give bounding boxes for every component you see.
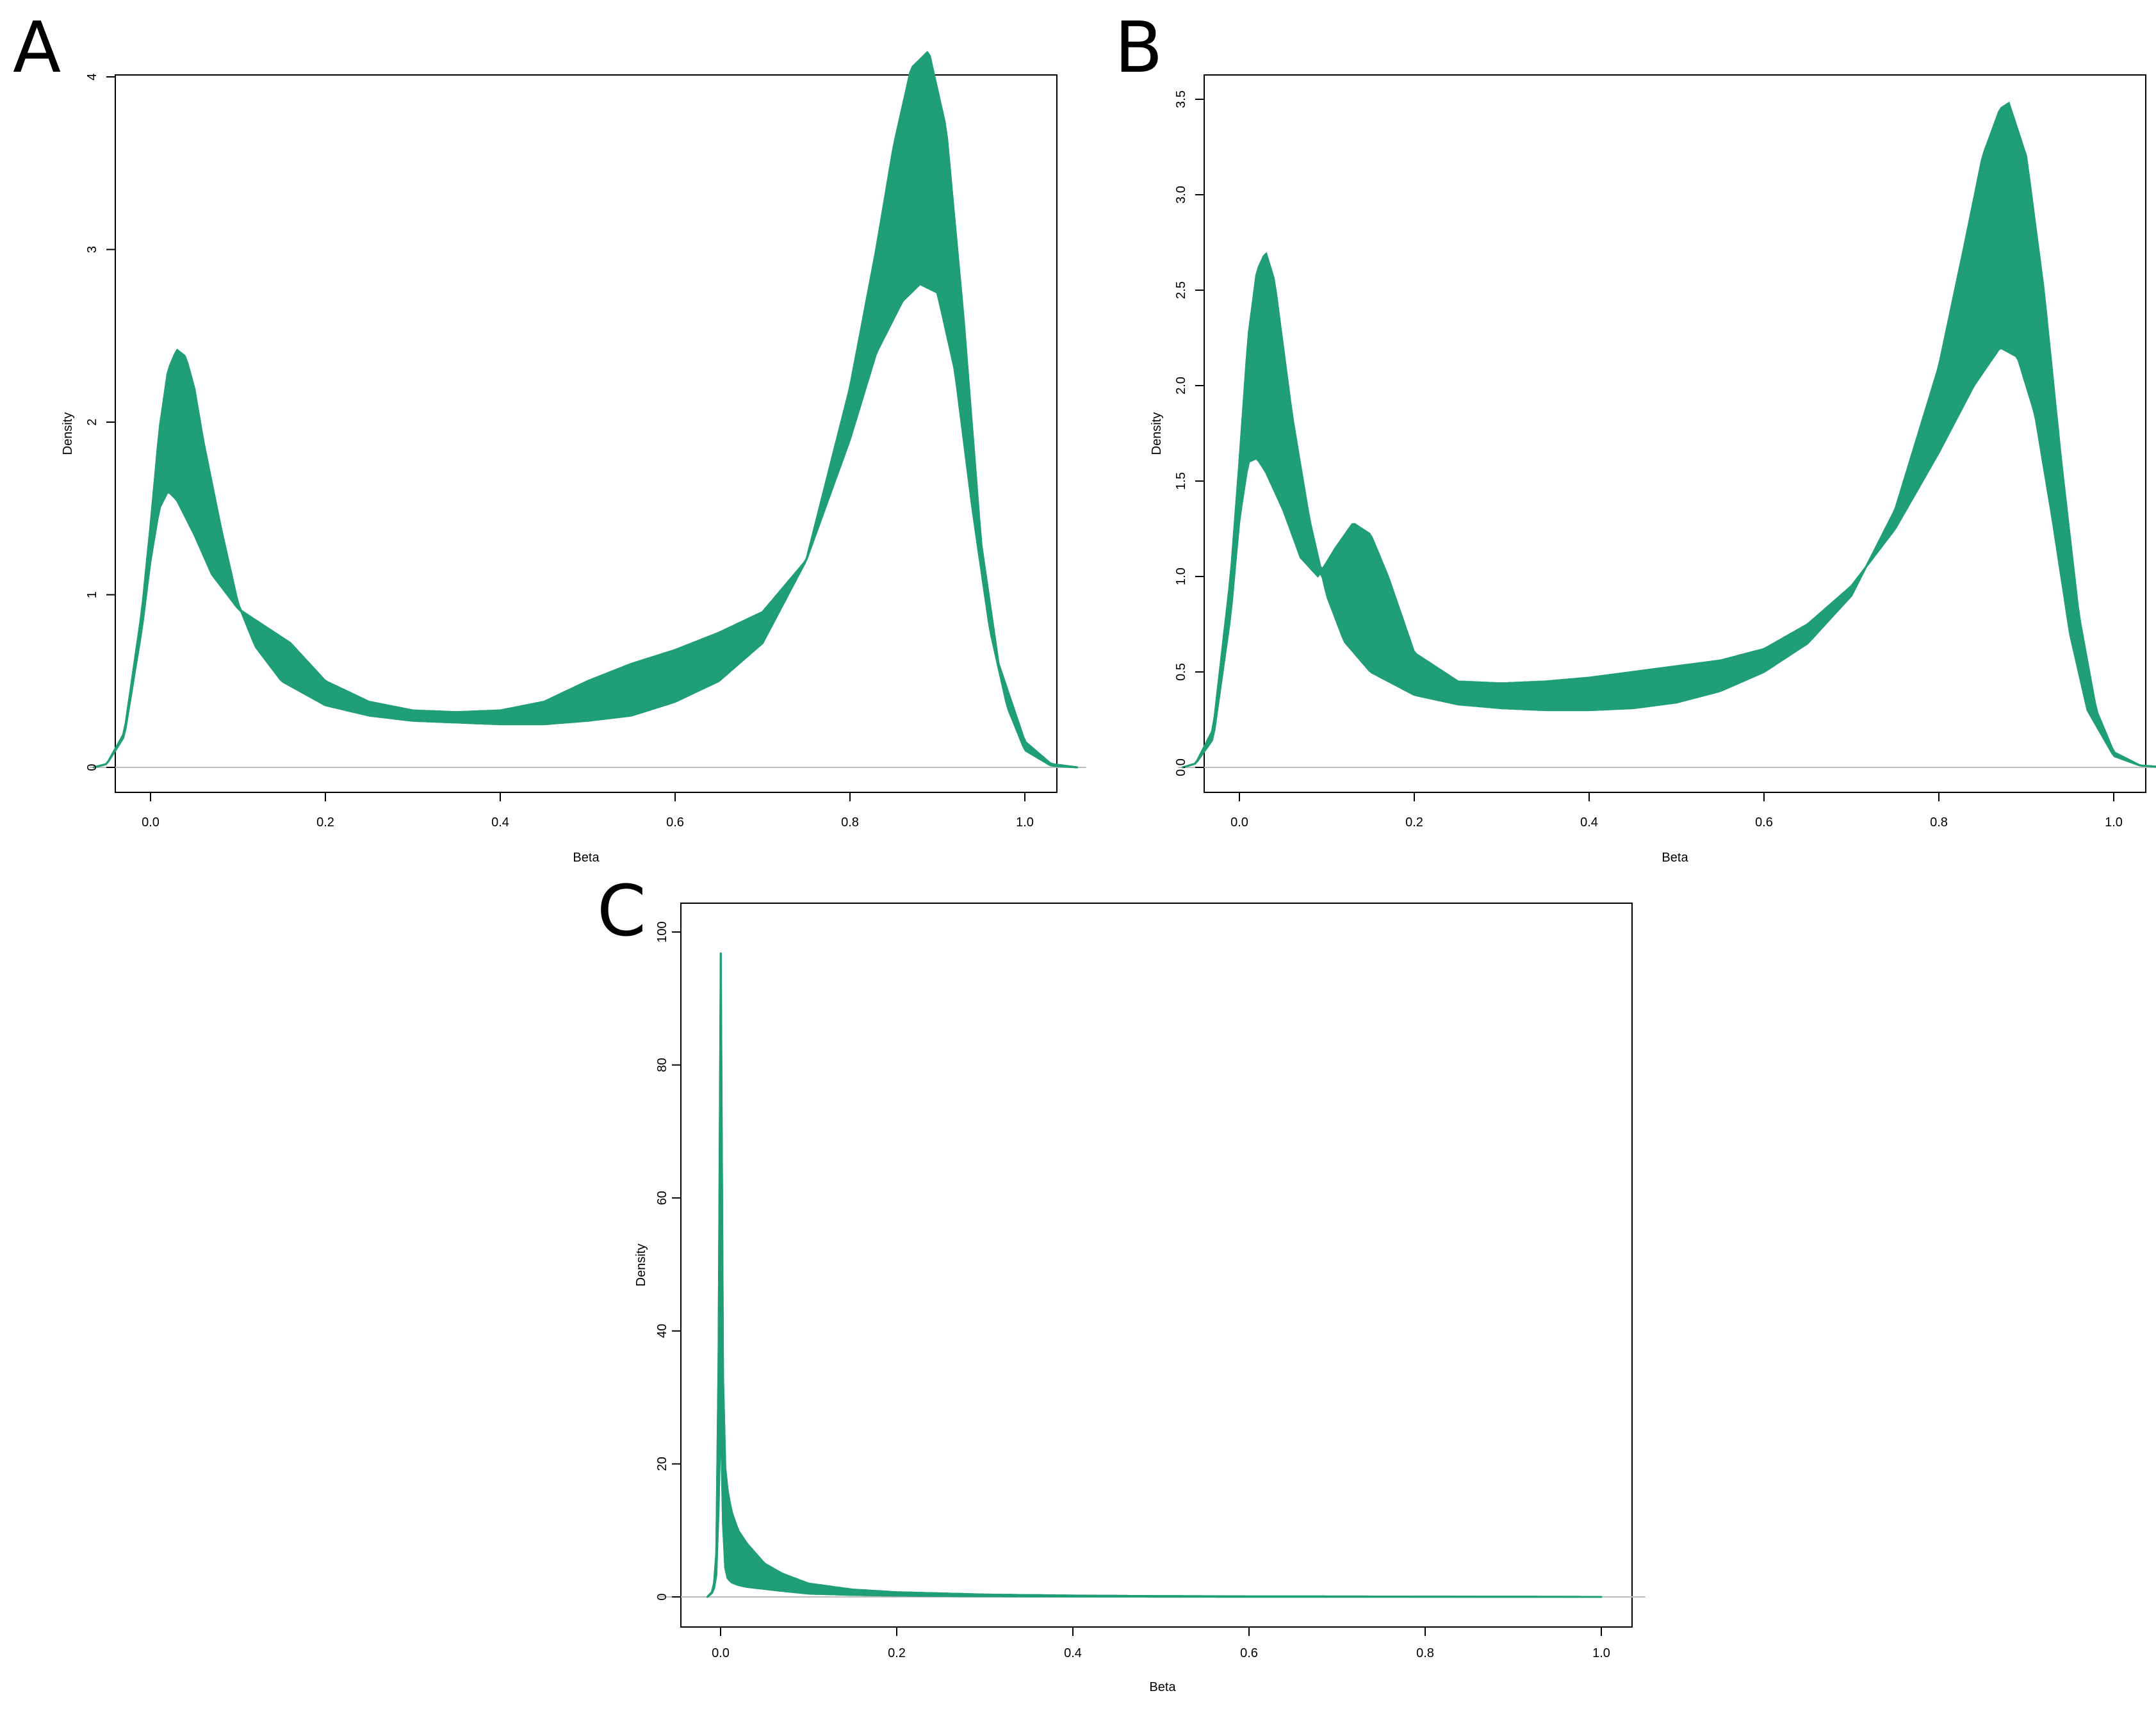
panel-a-y-tick-label: 4 <box>85 73 99 80</box>
panel-b-y-ticks: 0.0 0.5 1.0 1.5 2.0 2.5 3.0 3.5 <box>1174 90 1204 776</box>
panel-a-x-tick-label: 0.2 <box>316 815 334 830</box>
panel-b-y-tick-label: 2.5 <box>1174 281 1188 299</box>
panel-b-x-tick-label: 0.6 <box>1755 815 1773 830</box>
panel-a: A 0.0 0.2 0.4 0.6 0.8 1.0 0 1 2 3 4 Beta Density <box>13 6 1086 865</box>
panel-a-y-ticks: 0 1 2 3 4 <box>85 73 115 771</box>
panel-c-x-tick-label: 0.8 <box>1416 1646 1434 1660</box>
panel-b-x-tick-label: 0.2 <box>1405 815 1423 830</box>
panel-c-y-tick-label: 100 <box>655 921 669 942</box>
panel-c-x-axis-title: Beta <box>1149 1680 1176 1694</box>
panel-a-x-tick-label: 0.6 <box>666 815 684 830</box>
panel-a-y-tick-label: 3 <box>85 246 99 253</box>
panel-a-x-tick-label: 0.0 <box>142 815 159 830</box>
panel-a-y-axis-title: Density <box>61 413 75 455</box>
panel-c-y-tick-label: 40 <box>655 1324 669 1338</box>
panel-a-x-ticks: 0.0 0.2 0.4 0.6 0.8 1.0 <box>142 792 1034 830</box>
panel-c-y-axis-title: Density <box>634 1244 648 1287</box>
panel-c-y-tick-label: 80 <box>655 1058 669 1072</box>
panel-b-density-curve-1 <box>1182 101 2156 769</box>
panel-a-y-tick-label: 0 <box>85 764 99 771</box>
panel-a-density-band <box>89 51 1086 769</box>
panel-b-y-tick-label: 3.5 <box>1174 90 1188 108</box>
panel-a-density-curve-2 <box>93 282 1078 769</box>
panel-c-density-band <box>658 952 1646 1598</box>
panel-b-letter: B <box>1115 6 1163 88</box>
panel-c-y-ticks: 0 20 40 60 80 100 <box>655 921 681 1601</box>
panel-c-y-tick-label: 20 <box>655 1457 669 1471</box>
panel-b-density-curve-2 <box>1182 347 2156 769</box>
panel-c-x-tick-label: 0.6 <box>1240 1646 1258 1660</box>
panel-b-x-tick-label: 0.4 <box>1580 815 1598 830</box>
panel-a-x-tick-label: 0.4 <box>491 815 509 830</box>
panel-a-x-tick-label: 1.0 <box>1016 815 1034 830</box>
panel-c-x-tick-label: 0.4 <box>1064 1646 1082 1660</box>
panel-c-y-tick-label: 0 <box>655 1593 669 1600</box>
panel-c-plot-frame <box>680 903 1633 1628</box>
panel-a-x-axis-title: Beta <box>573 851 600 865</box>
panel-b-plot-frame <box>1204 74 2146 793</box>
panel-c-density-curve-2 <box>706 1409 1601 1598</box>
panel-c-y-tick-label: 60 <box>655 1191 669 1205</box>
panel-a-plot-frame <box>115 74 1058 793</box>
panel-c-letter: C <box>597 870 646 952</box>
panel-a-letter: A <box>13 6 61 88</box>
panel-b-x-tick-label: 0.8 <box>1930 815 1948 830</box>
panel-b-x-tick-label: 0.0 <box>1230 815 1248 830</box>
panel-c-x-tick-label: 0.2 <box>888 1646 906 1660</box>
panel-b-x-tick-label: 1.0 <box>2105 815 2123 830</box>
panel-b-y-axis-title: Density <box>1150 413 1164 455</box>
panel-b-y-tick-label: 0.5 <box>1174 663 1188 681</box>
panel-b-x-ticks: 0.0 0.2 0.4 0.6 0.8 1.0 <box>1230 792 2123 830</box>
panel-b: B 0.0 0.2 0.4 0.6 0.8 1.0 0.0 0.5 1.0 1.5 2.0 2.5 3… <box>1115 6 2156 865</box>
panel-c-x-tick-label: 0.0 <box>712 1646 730 1660</box>
panel-a-y-tick-label: 2 <box>85 418 99 425</box>
panel-a-x-tick-label: 0.8 <box>841 815 859 830</box>
panel-c-x-ticks: 0.0 0.2 0.4 0.6 0.8 1.0 <box>712 1627 1610 1660</box>
panel-c-x-tick-label: 1.0 <box>1592 1646 1610 1660</box>
panel-a-y-tick-label: 1 <box>85 591 99 598</box>
panel-b-y-tick-label: 2.0 <box>1174 377 1188 395</box>
panel-b-density-band <box>1178 101 2156 769</box>
panel-a-density-curve-1 <box>93 51 1078 769</box>
panel-c: C 0.0 0.2 0.4 0.6 0.8 1.0 0 20 40 60 80 100 Beta D… <box>597 870 1646 1694</box>
panel-b-y-tick-label: 1.0 <box>1174 568 1188 585</box>
panel-b-y-tick-label: 0.0 <box>1174 758 1188 776</box>
panel-b-y-tick-label: 3.0 <box>1174 186 1188 204</box>
panel-b-x-axis-title: Beta <box>1662 851 1688 865</box>
panel-b-y-tick-label: 1.5 <box>1174 472 1188 490</box>
